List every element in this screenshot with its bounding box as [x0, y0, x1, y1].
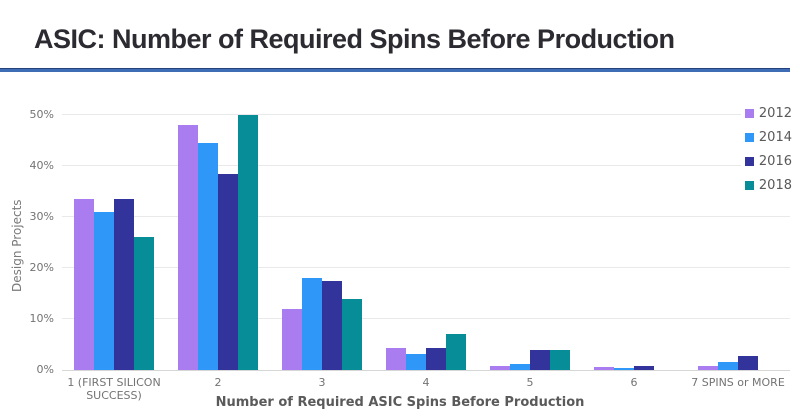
- bar-group-5: 5: [478, 99, 582, 389]
- bar-2016-category-4: [426, 347, 446, 370]
- bar-2018-category-4: [446, 334, 466, 370]
- legend-label-2012: 2012: [758, 106, 792, 121]
- gridline-30: [62, 216, 790, 217]
- legend-label-2016: 2016: [758, 154, 792, 169]
- legend-label-2014: 2014: [758, 130, 792, 145]
- title-divider: [0, 68, 790, 72]
- legend-item-2012: 2012: [744, 106, 792, 121]
- bar-2018-category-1: [134, 237, 154, 370]
- bar-group-2: 2: [166, 99, 270, 389]
- bar-2014-category-7: [718, 362, 738, 370]
- bar-2018-category-2: [238, 115, 258, 370]
- bar-2012-category-5: [490, 365, 510, 370]
- bar-2016-category-6: [634, 366, 654, 370]
- bar-2016-category-2: [218, 173, 238, 370]
- y-tick-50: 50%: [29, 108, 54, 121]
- bar-2012-category-7: [698, 366, 718, 370]
- bar-2012-category-2: [178, 125, 198, 370]
- legend-swatch-2018: [744, 181, 754, 190]
- legend-swatch-2012: [744, 109, 754, 118]
- x-tick-label-1: 1 (FIRST SILICON SUCCESS): [67, 376, 161, 402]
- bar-2012-category-6: [594, 366, 614, 370]
- bar-2014-category-4: [406, 353, 426, 370]
- legend-item-2016: 2016: [744, 154, 792, 169]
- x-tick-label-6: 6: [630, 376, 638, 389]
- legend-item-2014: 2014: [744, 130, 792, 145]
- bar-2016-category-1: [114, 199, 134, 370]
- gridline-40: [62, 165, 790, 166]
- x-tick-label-5: 5: [526, 376, 534, 389]
- bar-group-6: 6: [582, 99, 686, 389]
- legend: 2012 2014 2016 2018: [740, 104, 796, 204]
- x-tick-label-7: 7 SPINS or MORE: [691, 376, 785, 389]
- page-title: ASIC: Number of Required Spins Before Pr…: [34, 24, 675, 54]
- bar-group-4: 4: [374, 99, 478, 389]
- bar-2012-category-1: [74, 199, 94, 370]
- y-tick-10: 10%: [29, 312, 54, 325]
- legend-swatch-2016: [744, 157, 754, 166]
- legend-item-2018: 2018: [744, 178, 792, 193]
- bar-2014-category-2: [198, 143, 218, 370]
- bar-2016-category-5: [530, 349, 550, 370]
- bar-2014-category-3: [302, 278, 322, 370]
- gridline-10: [62, 318, 790, 319]
- plot-area: 1 (FIRST SILICON SUCCESS) 2 3 4 5 6 7 SPINS or…: [62, 99, 790, 402]
- y-tick-40: 40%: [29, 159, 54, 172]
- legend-swatch-2014: [744, 133, 754, 142]
- legend-label-2018: 2018: [758, 178, 792, 193]
- bar-2014-category-6: [614, 367, 634, 370]
- bar-2014-category-1: [94, 211, 114, 370]
- bar-group-7: 7 SPINS or MORE: [686, 99, 790, 389]
- y-tick-0: 0%: [36, 363, 54, 376]
- bar-2012-category-3: [282, 308, 302, 370]
- bar-2012-category-4: [386, 348, 406, 370]
- x-tick-label-2: 2: [214, 376, 222, 389]
- y-tick-20: 20%: [29, 261, 54, 274]
- gridline-50: [62, 114, 790, 115]
- bar-groups: 1 (FIRST SILICON SUCCESS) 2 3 4 5 6 7 SPINS or…: [62, 99, 790, 402]
- bar-2016-category-3: [322, 280, 342, 370]
- x-tick-label-3: 3: [318, 376, 326, 389]
- bar-2018-category-5: [550, 349, 570, 370]
- bar-group-1: 1 (FIRST SILICON SUCCESS): [62, 99, 166, 402]
- x-tick-label-4: 4: [422, 376, 430, 389]
- bar-group-3: 3: [270, 99, 374, 389]
- bar-2018-category-3: [342, 298, 362, 370]
- bar-2014-category-5: [510, 363, 530, 370]
- bar-2016-category-7: [738, 356, 758, 370]
- x-axis-title: Number of Required ASIC Spins Before Pro…: [215, 395, 585, 410]
- y-axis-ticks: 0% 10% 20% 30% 40% 50%: [0, 99, 54, 376]
- gridline-20: [62, 267, 790, 268]
- y-tick-30: 30%: [29, 210, 54, 223]
